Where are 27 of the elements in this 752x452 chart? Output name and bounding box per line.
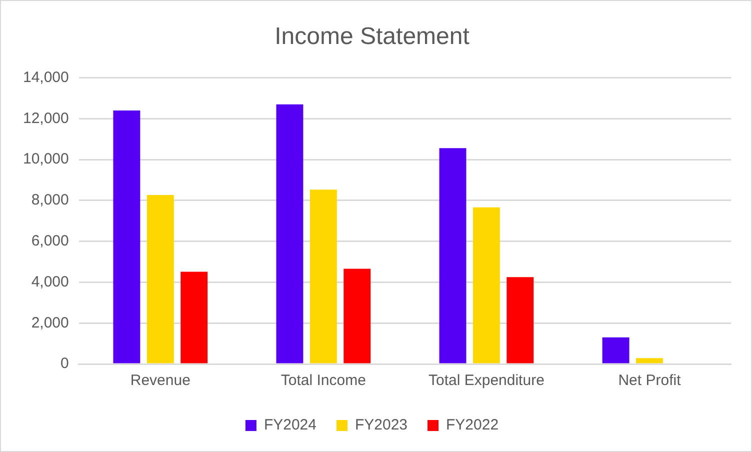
bar: [602, 337, 630, 364]
y-tick-label: 2,000: [31, 314, 69, 332]
bar: [472, 207, 500, 364]
legend-label: FY2022: [446, 416, 499, 434]
legend-label: FY2023: [354, 416, 408, 434]
bar: [146, 194, 174, 364]
chart-title: Income Statement: [274, 23, 470, 50]
y-tick-label: 10,000: [22, 150, 69, 168]
bar: [439, 148, 466, 364]
y-tick-label: 12,000: [22, 110, 69, 127]
bar: [180, 272, 208, 364]
x-tick-label: Revenue: [130, 372, 190, 390]
bar: [113, 110, 140, 364]
x-tick-label: Net Profit: [618, 372, 682, 390]
bar: [310, 190, 337, 364]
y-tick-label: 8,000: [31, 192, 69, 209]
bar: [276, 104, 304, 364]
y-tick-label: 4,000: [31, 273, 69, 290]
y-tick-label: 6,000: [31, 232, 69, 250]
y-tick-label: 14,000: [22, 68, 69, 86]
bar: [506, 277, 534, 364]
legend-label: FY2024: [264, 416, 316, 434]
x-tick-label: Total Expenditure: [428, 372, 544, 390]
bar: [636, 358, 663, 364]
bar: [344, 268, 371, 364]
y-tick-label: 0: [60, 355, 69, 372]
x-tick-label: Total Income: [280, 372, 366, 390]
